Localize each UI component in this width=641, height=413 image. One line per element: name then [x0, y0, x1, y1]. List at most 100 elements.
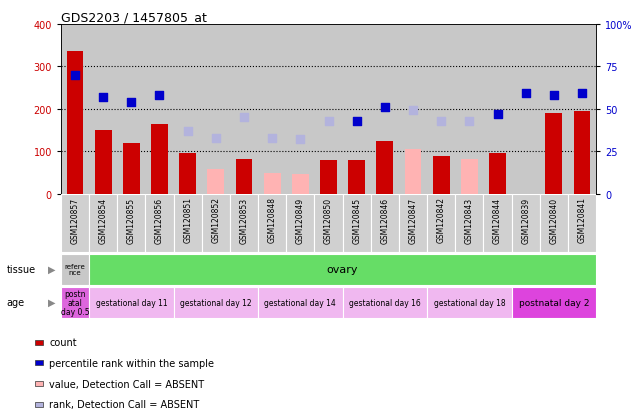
Point [154, 93, 165, 99]
Bar [235, 159, 253, 194]
Bar [461, 159, 478, 194]
Bar [376, 141, 394, 194]
Point [492, 111, 503, 118]
Text: gestational day 18: gestational day 18 [433, 298, 505, 307]
Text: GSM120854: GSM120854 [99, 197, 108, 243]
Bar [315, 194, 342, 252]
Point [351, 118, 362, 125]
Bar [174, 287, 258, 318]
Text: ▶: ▶ [47, 264, 55, 275]
Text: GSM120845: GSM120845 [352, 197, 361, 243]
Text: GSM120842: GSM120842 [437, 197, 445, 243]
Text: ovary: ovary [327, 264, 358, 275]
Bar [258, 287, 342, 318]
Text: percentile rank within the sample: percentile rank within the sample [49, 358, 214, 368]
Text: ▶: ▶ [47, 297, 55, 308]
Bar [89, 194, 117, 252]
Text: GSM120844: GSM120844 [493, 197, 502, 243]
Text: GSM120846: GSM120846 [380, 197, 389, 243]
Text: gestational day 11: gestational day 11 [96, 298, 167, 307]
Text: GSM120855: GSM120855 [127, 197, 136, 243]
Bar [89, 287, 174, 318]
Text: GDS2203 / 1457805_at: GDS2203 / 1457805_at [61, 11, 207, 24]
Bar [512, 194, 540, 252]
Point [126, 100, 137, 106]
Bar [95, 131, 112, 194]
Text: age: age [6, 297, 24, 308]
Text: gestational day 16: gestational day 16 [349, 298, 420, 307]
Bar [287, 194, 315, 252]
Text: GSM120856: GSM120856 [155, 197, 164, 243]
Point [183, 128, 193, 135]
Bar [427, 287, 512, 318]
Bar [117, 194, 146, 252]
Bar [258, 194, 287, 252]
Text: GSM120840: GSM120840 [549, 197, 558, 243]
Bar [263, 174, 281, 194]
Text: tissue: tissue [6, 264, 35, 275]
Point [379, 104, 390, 111]
Text: gestational day 12: gestational day 12 [180, 298, 252, 307]
Text: GSM120853: GSM120853 [240, 197, 249, 243]
Point [267, 135, 278, 142]
Point [549, 93, 559, 99]
Bar [61, 254, 89, 285]
Point [464, 118, 474, 125]
Text: GSM120849: GSM120849 [296, 197, 305, 243]
Point [70, 72, 80, 79]
Text: GSM120857: GSM120857 [71, 197, 79, 243]
Bar [540, 194, 568, 252]
Bar [370, 194, 399, 252]
Point [577, 91, 587, 97]
Text: GSM120851: GSM120851 [183, 197, 192, 243]
Point [408, 108, 418, 114]
Bar [174, 194, 202, 252]
Bar [342, 287, 427, 318]
Bar [230, 194, 258, 252]
Text: GSM120848: GSM120848 [268, 197, 277, 243]
Bar [545, 114, 562, 194]
Bar [292, 175, 309, 194]
Text: value, Detection Call = ABSENT: value, Detection Call = ABSENT [49, 379, 204, 389]
Point [98, 94, 108, 101]
Bar [320, 160, 337, 194]
Point [436, 118, 446, 125]
Bar [574, 112, 590, 194]
Text: GSM120852: GSM120852 [212, 197, 221, 243]
Bar [433, 157, 449, 194]
Text: refere
nce: refere nce [65, 263, 85, 275]
Text: gestational day 14: gestational day 14 [265, 298, 337, 307]
Text: postn
atal
day 0.5: postn atal day 0.5 [61, 289, 89, 316]
Bar [399, 194, 427, 252]
Point [296, 137, 306, 143]
Bar [348, 160, 365, 194]
Bar [146, 194, 174, 252]
Bar [455, 194, 483, 252]
Bar [427, 194, 455, 252]
Text: GSM120847: GSM120847 [408, 197, 417, 243]
Point [324, 118, 334, 125]
Bar [61, 194, 89, 252]
Bar [404, 150, 422, 194]
Bar [568, 194, 596, 252]
Point [520, 91, 531, 97]
Text: GSM120850: GSM120850 [324, 197, 333, 243]
Text: GSM120843: GSM120843 [465, 197, 474, 243]
Bar [179, 154, 196, 194]
Bar [67, 52, 83, 194]
Text: rank, Detection Call = ABSENT: rank, Detection Call = ABSENT [49, 399, 199, 409]
Bar [342, 194, 370, 252]
Bar [208, 170, 224, 194]
Point [239, 115, 249, 121]
Bar [489, 154, 506, 194]
Bar [61, 287, 89, 318]
Text: GSM120839: GSM120839 [521, 197, 530, 243]
Bar [202, 194, 230, 252]
Bar [483, 194, 512, 252]
Point [211, 135, 221, 142]
Text: GSM120841: GSM120841 [578, 197, 587, 243]
Text: postnatal day 2: postnatal day 2 [519, 298, 589, 307]
Bar [151, 124, 168, 194]
Bar [512, 287, 596, 318]
Text: count: count [49, 337, 77, 347]
